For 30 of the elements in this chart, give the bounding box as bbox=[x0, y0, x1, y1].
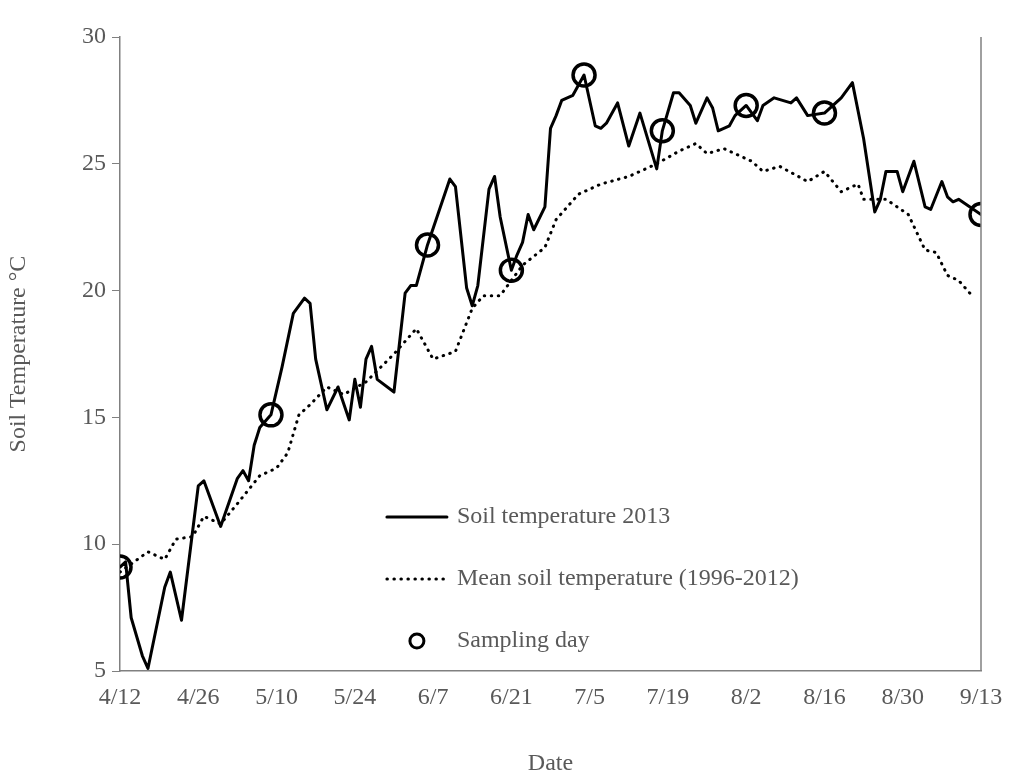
y-tick-label: 20 bbox=[82, 275, 106, 302]
point bbox=[258, 402, 284, 428]
y-tick-label: 10 bbox=[82, 529, 106, 556]
y-tick-label: 15 bbox=[82, 402, 106, 429]
x-tick-label: 8/16 bbox=[803, 682, 846, 709]
x-tick-label: 5/24 bbox=[333, 682, 377, 709]
x-tick-label: 9/13 bbox=[959, 682, 1003, 709]
x-axis-title: Date bbox=[527, 748, 574, 775]
x-tick-label: 8/2 bbox=[730, 682, 762, 709]
x-tick-label: 8/30 bbox=[881, 682, 925, 709]
y-axis-title: Soil Temperature °C bbox=[3, 255, 30, 453]
y-tick-label: 30 bbox=[82, 22, 106, 49]
x-tick-label: 6/21 bbox=[490, 682, 533, 709]
x-tick-label: 7/19 bbox=[646, 682, 690, 709]
point bbox=[571, 62, 597, 88]
point bbox=[414, 232, 441, 258]
x-tick-label: 4/26 bbox=[176, 682, 220, 709]
y-tick-label: 25 bbox=[82, 149, 106, 176]
x-tick-label: 6/7 bbox=[417, 682, 449, 709]
legend-label: Sampling day bbox=[456, 626, 590, 653]
point bbox=[649, 118, 676, 144]
x-tick-label: 5/10 bbox=[255, 682, 298, 709]
y-tick-label: 5 bbox=[94, 656, 106, 683]
point bbox=[498, 257, 525, 284]
point bbox=[733, 92, 759, 119]
legend-label: Soil temperature 2013 bbox=[456, 502, 671, 529]
legend-label: Mean soil temperature (1996-2012) bbox=[456, 564, 799, 591]
point bbox=[811, 100, 838, 126]
x-tick-label: 7/5 bbox=[574, 682, 605, 709]
x-tick-label: 4/12 bbox=[98, 682, 142, 709]
